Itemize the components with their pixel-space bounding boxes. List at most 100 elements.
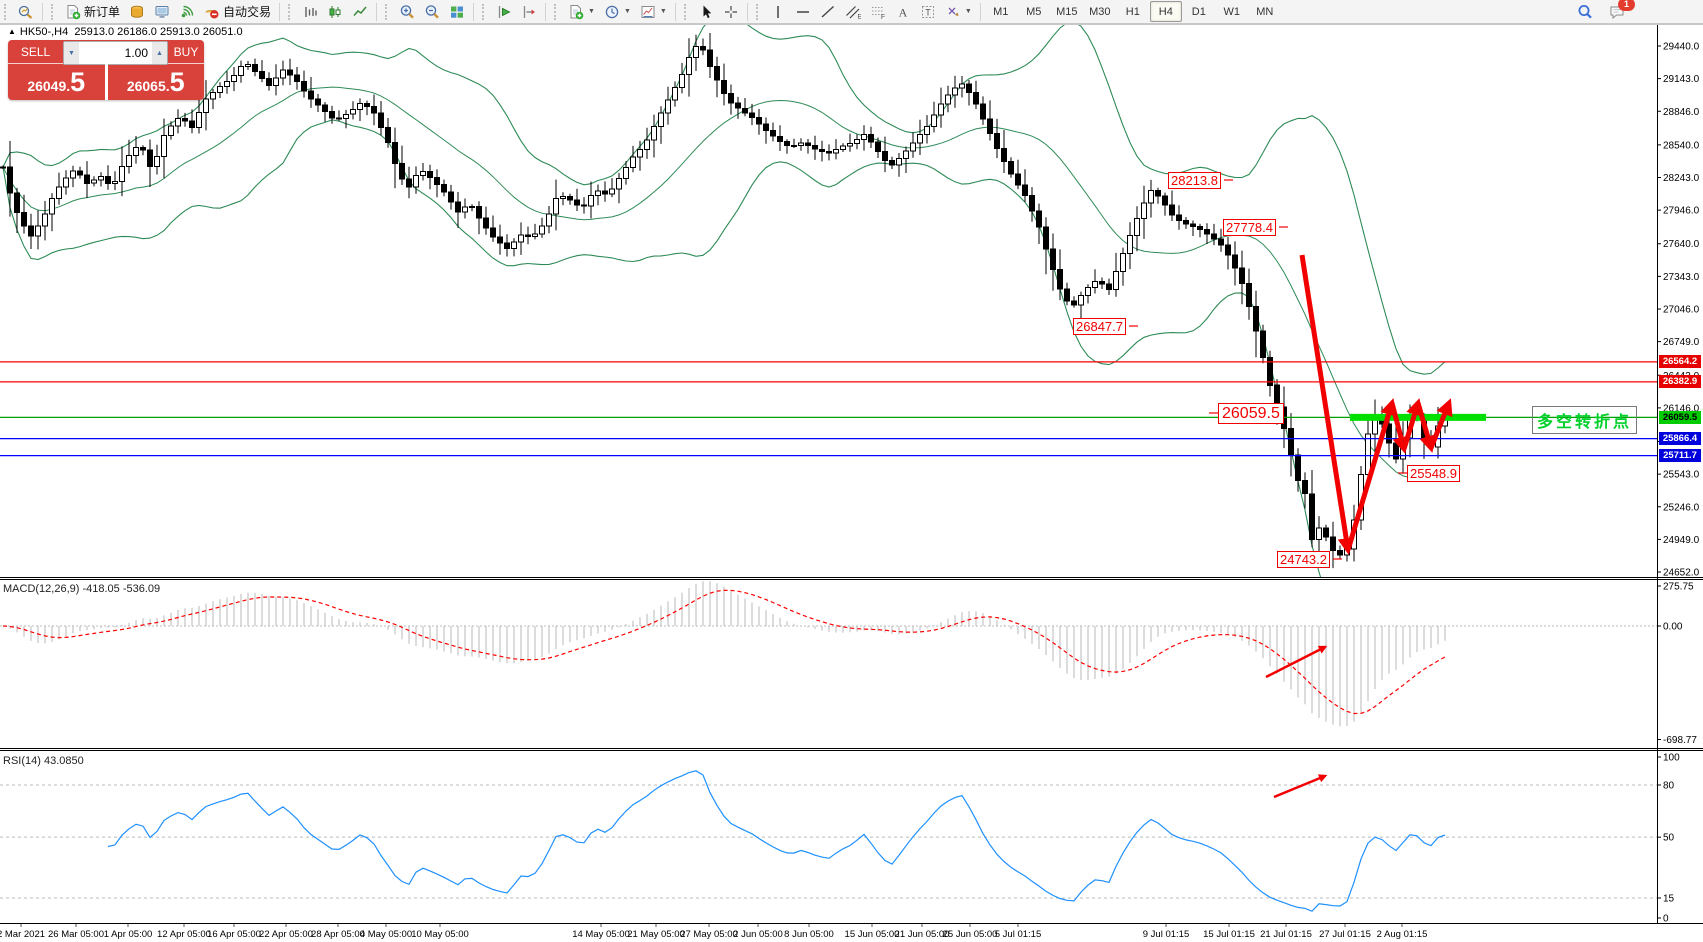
bollinger-bands: [2, 25, 1446, 577]
toolbar-grip[interactable]: [755, 3, 763, 20]
toolbar-separator: [545, 2, 547, 21]
periods-button[interactable]: ▼: [600, 1, 635, 23]
add-indicator-button[interactable]: ▼: [564, 1, 599, 23]
trendline-tool-button[interactable]: [816, 1, 840, 23]
time-axis-label: 22 Apr 05:00: [259, 929, 313, 940]
search-button[interactable]: [1573, 1, 1597, 23]
macd-signal-line: [2, 589, 1446, 715]
equidistant-channel-tool-button[interactable]: E: [841, 1, 865, 23]
fibonacci-tool-button[interactable]: F: [866, 1, 890, 23]
time-axis-label: 8 Jun 05:00: [784, 929, 834, 940]
toolbar-grip[interactable]: [482, 3, 489, 20]
zoom-out-icon: [425, 4, 439, 19]
rsi-arrow[interactable]: [1273, 774, 1328, 799]
signals-button[interactable]: [175, 1, 199, 23]
svg-text:27343.0: 27343.0: [1663, 272, 1700, 283]
chart-profile-icon: [18, 5, 33, 19]
cursor-tool-button[interactable]: [694, 1, 718, 23]
candlestick-chart-button[interactable]: [323, 1, 347, 23]
sell-price-main: 26049: [27, 78, 67, 94]
buy-price[interactable]: 26065. 5: [108, 64, 205, 100]
history-center-button[interactable]: [125, 1, 149, 23]
timeframe-button-h1[interactable]: H1: [1125, 5, 1140, 18]
toolbar-grip[interactable]: [385, 3, 392, 20]
collapse-icon[interactable]: ▲: [8, 27, 16, 36]
text-label-tool-button[interactable]: T: [916, 1, 940, 23]
new-order-button[interactable]: 新订单: [61, 1, 124, 23]
vertical-line-tool-button[interactable]: [766, 1, 790, 23]
chinese-note-label[interactable]: 多空转折点: [1532, 406, 1638, 434]
toolbar-grip[interactable]: [4, 3, 11, 20]
notifications-button[interactable]: 1: [1605, 0, 1635, 23]
svg-text:0: 0: [1663, 914, 1669, 925]
timeframe-button-w1[interactable]: W1: [1223, 5, 1241, 18]
toolbar-separator: [42, 2, 43, 21]
chevron-down-icon[interactable]: ▼: [623, 8, 631, 15]
arrows-tool-button[interactable]: ▼: [941, 1, 976, 23]
line-chart-button[interactable]: [348, 1, 372, 23]
arrows-tool-icon: [948, 7, 959, 16]
symbol-timeframe-label: HK50-,H4: [19, 26, 69, 38]
toolbar-grip[interactable]: [683, 3, 691, 20]
crosshair-tool-button[interactable]: [719, 1, 743, 23]
chevron-down-icon[interactable]: ▼: [964, 8, 972, 15]
price-annotation[interactable]: 26847.7: [1073, 318, 1126, 335]
periods-icon: [605, 5, 619, 18]
time-axis-label: 16 Apr 05:00: [207, 929, 261, 940]
sell-button[interactable]: SELL: [8, 40, 63, 64]
timeframe-button-h4[interactable]: H4: [1149, 1, 1182, 22]
bar-chart-button[interactable]: [298, 1, 322, 23]
rsi-pane: [0, 770, 1657, 912]
price-annotation[interactable]: 25548.9: [1407, 465, 1460, 482]
price-divider: [104, 64, 108, 100]
buy-button[interactable]: BUY: [168, 40, 204, 64]
timeframe-button-d1[interactable]: D1: [1191, 5, 1206, 18]
timeframe-button-m30[interactable]: M30: [1089, 5, 1111, 18]
tile-windows-button[interactable]: [445, 1, 469, 23]
trend-arrows[interactable]: [1299, 254, 1453, 556]
zoom-in-button[interactable]: [395, 1, 419, 23]
auto-trading-button[interactable]: 自动交易: [200, 1, 275, 23]
timeframe-button-m1[interactable]: M1: [993, 5, 1009, 18]
timeframe-button-mn[interactable]: MN: [1256, 5, 1274, 18]
price-annotation[interactable]: 27778.4: [1223, 219, 1276, 236]
price-annotation[interactable]: 28213.8: [1168, 172, 1221, 189]
toolbar-grip[interactable]: [51, 3, 58, 20]
chevron-down-icon[interactable]: ▼: [588, 8, 595, 15]
rsi-line: [107, 770, 1446, 912]
timeframe-button-m5[interactable]: M5: [1026, 5, 1042, 18]
price-annotation[interactable]: 26059.5: [1218, 403, 1284, 424]
svg-text:29143.0: 29143.0: [1663, 74, 1700, 85]
macd-arrow[interactable]: [1265, 645, 1328, 679]
svg-text:E: E: [857, 14, 861, 20]
tester-step-button[interactable]: [517, 1, 541, 23]
rsi-label: RSI(14) 43.0850: [3, 755, 84, 767]
strategy-tester-button[interactable]: [492, 1, 516, 23]
zoom-out-button[interactable]: [420, 1, 444, 23]
time-axis-label: 28 Apr 05:00: [311, 929, 365, 940]
toolbar-grip[interactable]: [554, 3, 561, 20]
chart-title: ▲ HK50-,H4 25913.0 26186.0 25913.0 26051.…: [8, 26, 243, 38]
text-tool-button[interactable]: A: [891, 1, 915, 23]
volume-input[interactable]: [79, 42, 152, 64]
equidistant-channel-tool-icon: E: [845, 5, 861, 20]
time-axis-label: 1 Apr 05:00: [104, 929, 153, 940]
horizontal-levels[interactable]: [0, 361, 1657, 457]
axis-price-badge: 25866.4: [1659, 432, 1701, 446]
sell-price[interactable]: 26049. 5: [8, 64, 105, 100]
auto-trading-icon: [205, 9, 219, 18]
toolbar-grip[interactable]: [288, 3, 295, 20]
add-indicator-icon: [570, 4, 584, 19]
timeframe-button-m15[interactable]: M15: [1056, 5, 1078, 18]
chevron-down-icon[interactable]: ▼: [659, 8, 667, 15]
buy-price-frac: 5: [169, 67, 185, 97]
chart-profile-button[interactable]: [14, 1, 38, 23]
terminal-button[interactable]: [150, 1, 174, 23]
templates-button[interactable]: ▼: [636, 1, 671, 23]
horizontal-line-tool-button[interactable]: [791, 1, 815, 23]
price-annotation[interactable]: 24743.2: [1277, 551, 1330, 568]
volume-decrease-button[interactable]: ▼: [64, 42, 79, 64]
volume-increase-button[interactable]: ▲: [152, 42, 167, 64]
toolbar-separator: [674, 2, 676, 21]
